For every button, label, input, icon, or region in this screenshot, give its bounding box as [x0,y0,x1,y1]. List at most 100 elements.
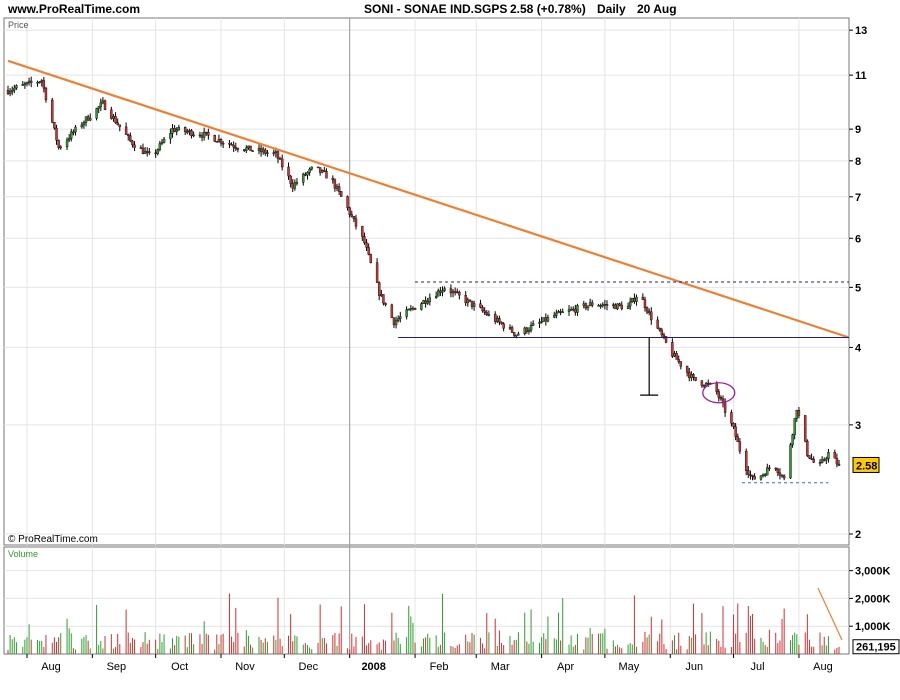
candle-body [574,308,577,313]
candle-body [112,116,115,119]
candle-body [367,247,370,255]
x-tick-label: Jun [685,661,703,673]
candle-body [820,459,824,463]
candle-body [685,366,689,373]
price-tick-label: 2 [855,529,861,541]
candle-body [390,304,394,318]
candle-body [97,106,100,109]
candle-body [11,89,14,92]
price-tick-label: 6 [855,233,861,245]
candle-body [188,130,191,132]
candle-body [308,168,311,173]
candle-body [51,99,54,123]
candle-body [569,309,573,311]
candle-body [380,294,383,296]
price-tick-label: 4 [855,342,862,354]
last-price-box [852,456,880,473]
candle-body [420,303,423,310]
candle-body [597,305,600,307]
price-panel-title: Price [8,20,29,30]
candle-body [264,149,267,154]
volume-tick-label: 1,000K [855,621,891,633]
candle-body [352,216,356,219]
candle-body [158,143,162,150]
x-tick-label: Feb [430,661,449,673]
candle-body [768,467,771,469]
candle-body [508,327,512,329]
candle-body [717,391,720,398]
x-tick-label: Oct [171,661,188,673]
candle-body [559,311,562,313]
candle-body [612,304,615,306]
volume-tick-label: 2,000K [855,593,891,605]
candle-body [605,304,609,306]
candle-body [510,327,514,333]
candle-body [650,311,653,321]
candle-body [310,166,313,170]
candle-body [458,291,461,296]
candle-body [228,142,231,145]
candle-body [660,329,664,336]
candle-body [205,131,208,134]
candle-body [808,455,811,459]
candle-body [156,149,159,154]
candle-body [656,319,659,329]
candle-body [409,308,413,310]
candle-body [82,122,86,126]
candle-body [500,321,503,324]
candle-body [441,290,444,293]
candle-body [86,116,90,121]
candle-body [118,124,121,128]
candle-body [278,158,282,160]
candle-body [141,147,145,154]
candle-body [186,131,189,133]
candle-body [280,158,284,168]
candle-body [485,312,488,316]
period-label: Daily [597,2,626,16]
grid-lines [4,18,849,654]
candle-body [249,145,252,152]
candle-body [110,109,113,119]
candle-body [146,151,149,153]
candle-body [472,303,476,307]
candle-body [599,305,602,307]
candle-body [53,122,56,129]
candle-body [825,458,828,461]
candle-body [354,218,358,227]
candle-body [470,300,474,307]
candle-body [287,166,290,177]
candle-body [778,472,782,476]
candle-body [628,301,632,307]
candle-body [702,385,706,387]
candle-body [734,426,737,437]
x-tick-label: Dec [299,661,319,673]
candle-body [234,146,237,149]
candle-body [198,134,202,137]
candle-body [213,135,216,142]
candle-body [707,382,710,385]
candle-body [833,452,836,459]
candle-body [747,470,750,475]
candle-body [99,102,103,107]
candle-body [55,127,58,141]
candle-body [675,353,678,360]
candle-body [466,299,469,304]
x-tick-label: Aug [41,661,61,673]
candle-body [335,186,339,189]
candle-body [124,126,128,135]
candle-body [350,214,353,217]
candle-body [266,152,269,154]
candle-body [154,152,157,155]
price-tick-label: 8 [855,156,861,168]
candle-body [494,313,497,322]
candle-body [553,315,556,318]
candle-body [736,436,739,442]
candle-body [74,126,77,133]
candle-body [614,304,617,310]
candle-body [247,145,250,149]
candle-body [542,317,545,322]
candle-body [321,170,324,173]
x-tick-label: Jul [751,661,765,673]
